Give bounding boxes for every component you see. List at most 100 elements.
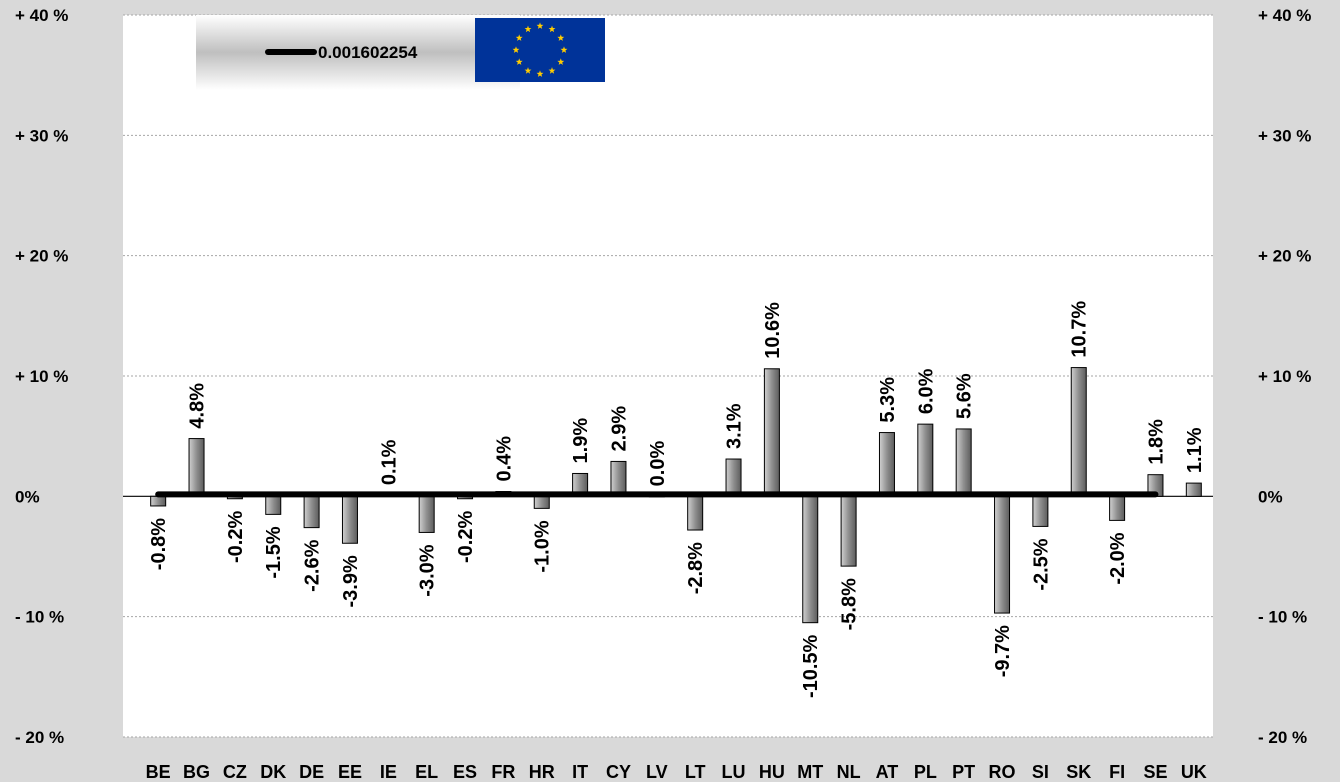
data-label-bg: 4.8% xyxy=(187,383,209,429)
bar-ro xyxy=(994,495,1011,614)
y-tick-label-right: 0% xyxy=(1258,487,1283,506)
bar-mt xyxy=(802,495,819,624)
y-tick-label-left: + 10 % xyxy=(15,367,68,386)
data-label-ie: 0.1% xyxy=(378,439,400,485)
flag-star xyxy=(548,67,556,74)
data-label-fr: 0.4% xyxy=(493,436,515,482)
x-tick-label-pt: PT xyxy=(952,762,975,782)
y-axis-ticks: + 40 % + 40 % + 30 % + 30 % + 20 % + 20 % + 10… xyxy=(15,6,1311,747)
y-tick-label-left: + 40 % xyxy=(15,6,68,25)
bar-fi xyxy=(1109,495,1126,521)
flag-star xyxy=(512,46,520,53)
x-tick-label-hu: HU xyxy=(759,762,785,782)
data-label-de: -2.6% xyxy=(302,539,324,591)
x-tick-label-hr: HR xyxy=(529,762,555,782)
x-tick-label-bg: BG xyxy=(183,762,210,782)
x-tick-label-fi: FI xyxy=(1109,762,1125,782)
flag-star xyxy=(536,22,544,29)
data-labels: -0.8% 4.8% -0.2% -1.5% -2.6% -3.9% 0.1% -3.0% -0… xyxy=(148,301,1206,698)
y-tick-label-left: - 20 % xyxy=(15,728,64,747)
x-tick-label-be: BE xyxy=(146,762,171,782)
bar-pl xyxy=(917,423,934,497)
data-label-ee: -3.9% xyxy=(340,555,362,607)
x-tick-label-lv: LV xyxy=(646,762,668,782)
data-label-uk: 1.1% xyxy=(1184,427,1206,473)
data-label-mt: -10.5% xyxy=(800,634,822,698)
data-label-lt: -2.8% xyxy=(685,542,707,594)
data-label-fi: -2.0% xyxy=(1107,532,1129,584)
x-tick-label-lu: LU xyxy=(722,762,746,782)
y-tick-label-left: + 20 % xyxy=(15,247,68,266)
y-tick-label-right: + 10 % xyxy=(1258,367,1311,386)
x-tick-label-uk: UK xyxy=(1181,762,1207,782)
data-label-cy: 2.9% xyxy=(608,406,630,452)
y-tick-label-left: 0% xyxy=(15,487,40,506)
bar-uk xyxy=(1185,482,1202,497)
y-tick-label-right: - 10 % xyxy=(1258,608,1307,627)
x-axis-categories: BE BG CZ DK DE EE IE EL ES FR HR IT CY LV LT LU HU MT NL AT… xyxy=(146,762,1207,782)
y-tick-label-right: + 40 % xyxy=(1258,6,1311,25)
flag-star xyxy=(548,25,556,33)
data-label-si: -2.5% xyxy=(1030,538,1052,590)
data-label-nl: -5.8% xyxy=(839,578,861,630)
legend: 0.001602254 xyxy=(196,15,605,90)
x-tick-label-ee: EE xyxy=(338,762,362,782)
bar-lt xyxy=(687,495,704,531)
bar-de xyxy=(303,495,320,529)
flag-star xyxy=(557,34,565,41)
x-tick-label-cy: CY xyxy=(606,762,631,782)
data-label-cz: -0.2% xyxy=(225,511,247,563)
bar-hr xyxy=(533,495,550,509)
y-tick-label-left: - 10 % xyxy=(15,608,64,627)
data-label-it: 1.9% xyxy=(570,418,592,464)
bars xyxy=(150,367,1202,624)
x-tick-label-sk: SK xyxy=(1066,762,1091,782)
x-tick-label-dk: DK xyxy=(260,762,286,782)
x-tick-label-ro: RO xyxy=(989,762,1016,782)
legend-box xyxy=(196,15,520,90)
x-tick-label-at: AT xyxy=(876,762,899,782)
data-label-at: 5.3% xyxy=(877,377,899,423)
bar-si xyxy=(1032,495,1049,527)
data-label-pt: 5.6% xyxy=(954,373,976,419)
flag-star xyxy=(560,46,568,53)
eu-flag-icon xyxy=(475,18,605,82)
flag-star xyxy=(515,58,523,65)
data-label-el: -3.0% xyxy=(417,544,439,596)
bar-ee xyxy=(341,495,358,544)
data-label-be: -0.8% xyxy=(148,518,170,570)
bar-pt xyxy=(955,428,972,497)
flag-star xyxy=(524,67,532,74)
data-label-lv: 0.0% xyxy=(647,441,669,487)
bar-at xyxy=(878,432,895,497)
y-tick-label-right: - 20 % xyxy=(1258,728,1307,747)
bar-bg xyxy=(188,438,205,497)
data-label-hu: 10.6% xyxy=(762,302,784,359)
x-tick-label-si: SI xyxy=(1032,762,1049,782)
bar-cy xyxy=(610,460,627,497)
x-tick-label-mt: MT xyxy=(797,762,823,782)
flag-star xyxy=(515,34,523,41)
bar-nl xyxy=(840,495,857,567)
data-label-dk: -1.5% xyxy=(263,526,285,578)
data-label-se: 1.8% xyxy=(1145,419,1167,465)
data-label-lu: 3.1% xyxy=(724,403,746,449)
data-label-es: -0.2% xyxy=(455,511,477,563)
x-tick-label-cz: CZ xyxy=(223,762,247,782)
bar-el xyxy=(418,495,435,533)
x-tick-label-fr: FR xyxy=(491,762,515,782)
legend-label: 0.001602254 xyxy=(318,43,418,62)
x-tick-label-es: ES xyxy=(453,762,477,782)
x-tick-label-el: EL xyxy=(415,762,438,782)
data-label-ro: -9.7% xyxy=(992,625,1014,677)
data-label-pl: 6.0% xyxy=(915,368,937,414)
x-tick-label-pl: PL xyxy=(914,762,937,782)
flag-star xyxy=(524,25,532,33)
x-tick-label-it: IT xyxy=(572,762,588,782)
y-tick-label-right: + 20 % xyxy=(1258,247,1311,266)
bar-sk xyxy=(1070,367,1087,497)
bar-be xyxy=(150,495,167,507)
x-tick-label-se: SE xyxy=(1143,762,1167,782)
x-tick-label-lt: LT xyxy=(685,762,706,782)
